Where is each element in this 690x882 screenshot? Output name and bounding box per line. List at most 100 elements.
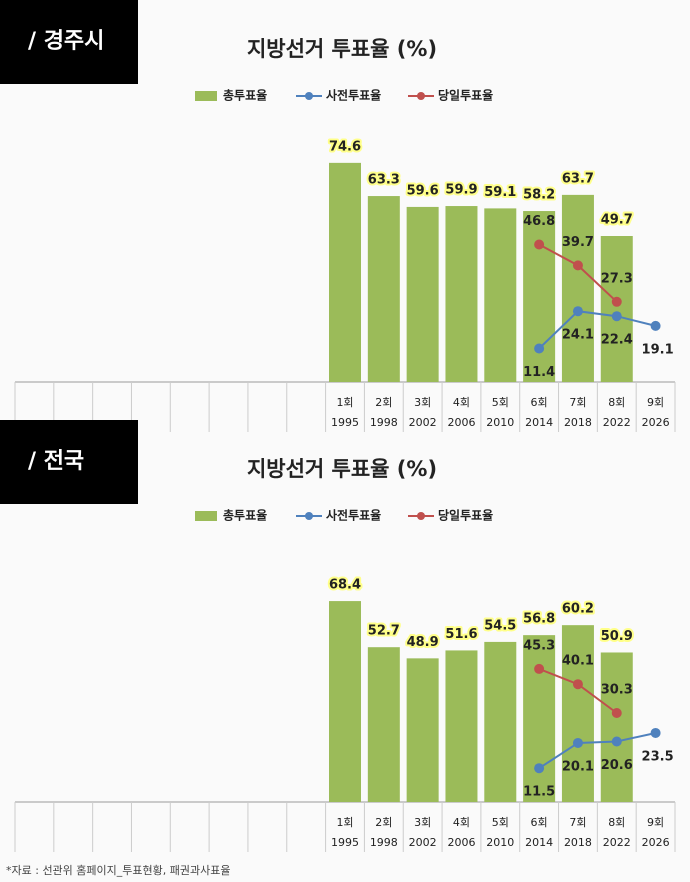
chart-title: 지방선거 투표율 (%) [247, 37, 437, 61]
series-marker [572, 260, 583, 271]
series-marker [572, 306, 583, 317]
bar [367, 647, 400, 802]
legend-marker [305, 512, 313, 520]
x-tick-label: 7회 [569, 396, 586, 409]
bar [406, 658, 439, 802]
point-value-label: 19.1 [642, 342, 674, 357]
region-label: / 경주시 [28, 29, 104, 54]
bar-value-label: 60.2 [562, 602, 594, 617]
legend-marker [417, 92, 425, 100]
chart: / 경주시 지방선거 투표율 (%) 총투표율 사전투표율 당일투표율 1회 1995 2회 1… [0, 0, 676, 432]
x-tick-label: 4회 [453, 816, 470, 829]
x-tick-label: 6회 [531, 816, 548, 829]
series-line [538, 731, 656, 770]
point-value-label: 39.7 [562, 235, 594, 250]
x-tick-year: 2006 [447, 416, 475, 429]
series-marker [534, 343, 545, 354]
series-marker [611, 296, 622, 307]
legend-label: 총투표율 [223, 508, 267, 523]
legend-marker [305, 92, 313, 100]
bar [484, 641, 517, 802]
legend-swatch [195, 511, 217, 521]
bar [523, 635, 556, 802]
series-marker [650, 727, 661, 738]
series-marker [534, 763, 545, 774]
bar [445, 650, 478, 802]
point-value-label: 11.5 [523, 785, 555, 800]
x-tick-label: 2회 [375, 816, 392, 829]
x-tick-year: 2006 [447, 836, 475, 849]
legend-label: 당일투표율 [438, 88, 493, 103]
x-tick-label: 8회 [608, 816, 625, 829]
x-tick-year: 2002 [409, 416, 437, 429]
bar-value-label: 50.9 [601, 629, 633, 644]
bar [484, 208, 517, 382]
legend-label: 당일투표율 [438, 508, 493, 523]
legend-label: 총투표율 [223, 88, 267, 103]
legend-label: 사전투표율 [326, 88, 381, 103]
series-marker [534, 239, 545, 250]
bar [406, 206, 439, 382]
x-tick-label: 2회 [375, 396, 392, 409]
x-tick-label: 1회 [336, 816, 353, 829]
x-tick-label: 9회 [647, 816, 664, 829]
bar-value-label: 74.6 [329, 139, 361, 154]
x-tick-label: 6회 [531, 396, 548, 409]
x-tick-year: 2022 [603, 416, 631, 429]
x-tick-label: 1회 [336, 396, 353, 409]
bar-value-label: 59.9 [445, 183, 477, 198]
series-marker [611, 707, 622, 718]
legend-marker [417, 512, 425, 520]
bar-value-label: 48.9 [407, 635, 439, 650]
point-value-label: 20.1 [562, 759, 594, 774]
bar-value-label: 52.7 [368, 624, 400, 639]
bar [367, 196, 400, 382]
point-value-label: 27.3 [601, 271, 633, 286]
point-value-label: 40.1 [562, 654, 594, 669]
bar-value-label: 54.5 [484, 618, 516, 633]
x-tick-year: 1998 [370, 416, 398, 429]
bar-value-label: 51.6 [445, 627, 477, 642]
x-tick-year: 2018 [564, 416, 592, 429]
point-value-label: 46.8 [523, 214, 555, 229]
bar [600, 236, 633, 382]
bar-value-label: 56.8 [523, 612, 555, 627]
bar-value-label: 59.6 [407, 183, 439, 198]
region-label: / 전국 [28, 449, 84, 474]
x-tick-year: 1995 [331, 836, 359, 849]
point-value-label: 22.4 [601, 333, 633, 348]
point-value-label: 20.6 [601, 758, 633, 773]
x-tick-label: 3회 [414, 396, 431, 409]
x-tick-year: 2010 [486, 416, 514, 429]
legend-label: 사전투표율 [326, 508, 381, 523]
x-tick-label: 7회 [569, 816, 586, 829]
region-box [0, 0, 138, 84]
series-marker [572, 737, 583, 748]
bar [600, 652, 633, 802]
x-tick-label: 9회 [647, 396, 664, 409]
x-tick-year: 2010 [486, 836, 514, 849]
bar [523, 211, 556, 382]
x-tick-label: 4회 [453, 396, 470, 409]
bar-value-label: 59.1 [484, 185, 516, 200]
point-value-label: 24.1 [562, 328, 594, 343]
bar-value-label: 68.4 [329, 578, 361, 593]
bar [561, 194, 594, 382]
x-tick-year: 2022 [603, 836, 631, 849]
chart: / 전국 지방선거 투표율 (%) 총투표율 사전투표율 당일투표율 1회 1995 2회 19… [0, 420, 676, 852]
point-value-label: 30.3 [601, 682, 633, 697]
bar-value-label: 49.7 [601, 213, 633, 228]
point-value-label: 11.4 [523, 365, 555, 380]
bar-value-label: 63.7 [562, 171, 594, 186]
series-line [538, 310, 656, 350]
x-tick-year: 2014 [525, 836, 553, 849]
chart-title: 지방선거 투표율 (%) [247, 457, 437, 481]
series-marker [534, 663, 545, 674]
point-value-label: 45.3 [523, 638, 555, 653]
x-tick-year: 1998 [370, 836, 398, 849]
x-tick-year: 1995 [331, 416, 359, 429]
series-marker [611, 736, 622, 747]
x-tick-label: 8회 [608, 396, 625, 409]
bar [561, 625, 594, 802]
x-tick-year: 2002 [409, 836, 437, 849]
